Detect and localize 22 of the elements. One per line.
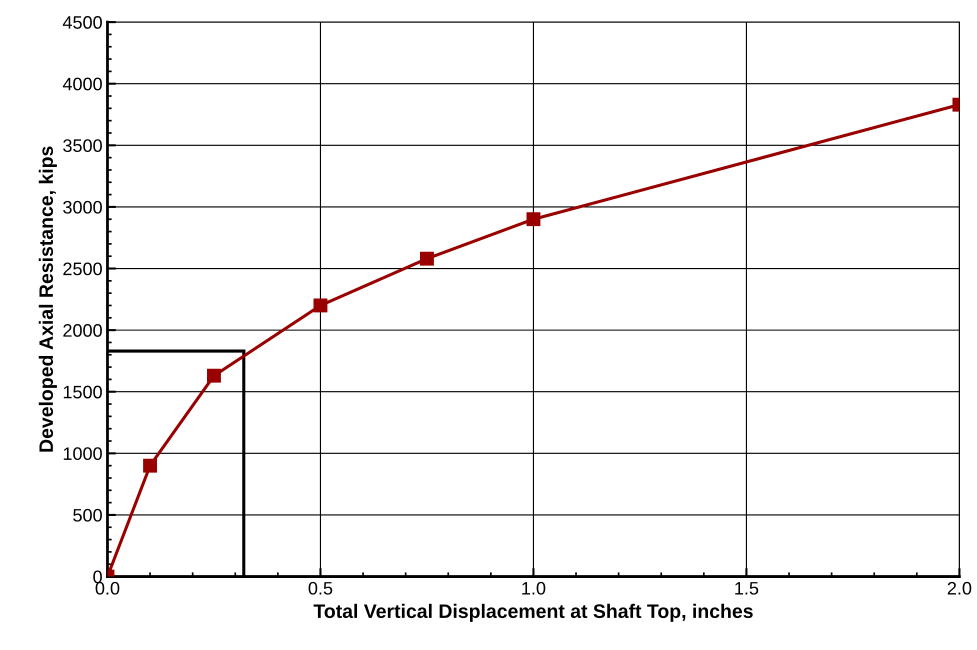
y-tick-label: 0	[93, 570, 102, 584]
x-axis-title: Total Vertical Displacement at Shaft Top, inches	[314, 604, 753, 622]
y-tick-label: 4000	[62, 78, 102, 90]
point	[526, 212, 540, 226]
x-tick-label: 1.5	[735, 582, 758, 595]
x-tick-label: 2.0	[948, 582, 972, 595]
point	[143, 458, 158, 473]
y-tick-label: 1000	[64, 447, 102, 460]
y-tick-label: 3000	[63, 200, 102, 214]
y-axis-title: Developed Axial Resistance, kips	[38, 146, 57, 452]
y-tick-label: 1500	[64, 386, 102, 398]
x-tick-label: 0.5	[308, 582, 332, 595]
point	[420, 252, 434, 266]
x-tick-label: 0.0	[96, 582, 120, 595]
y-tick-label: 3500	[63, 139, 102, 152]
y-tick-label: 2000	[63, 324, 102, 337]
y-tick-label: 500	[73, 508, 102, 522]
x-tick-label: 1.0	[522, 582, 546, 595]
point	[207, 368, 221, 383]
y-tick-label: 4500	[62, 16, 102, 29]
y-tick-label: 2500	[63, 262, 102, 276]
point	[314, 298, 328, 312]
